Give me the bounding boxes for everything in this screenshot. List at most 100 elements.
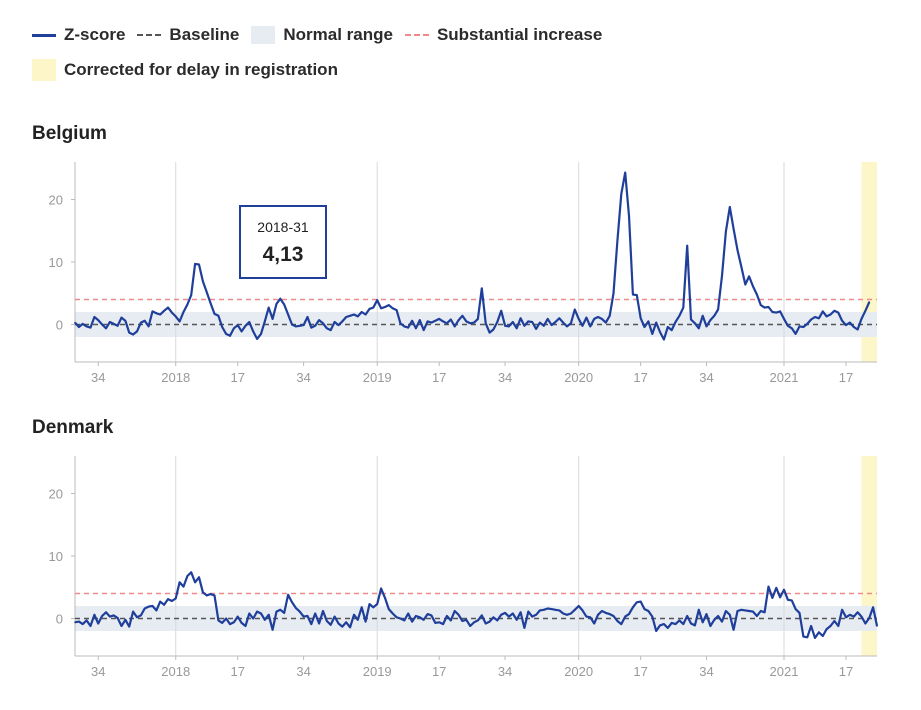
zscore-point [558, 609, 561, 612]
zscore-point [461, 314, 464, 317]
zscore-point [275, 610, 278, 613]
zscore-point [837, 311, 840, 314]
legend-substantial-increase[interactable]: Substantial increase [404, 25, 602, 45]
zscore-point [236, 615, 239, 618]
zscore-point [244, 324, 247, 327]
zscore-point [845, 324, 847, 326]
zscore-point [628, 214, 630, 217]
zscore-point [93, 613, 96, 616]
zscore-point [539, 609, 541, 612]
zscore-point [85, 619, 88, 622]
zscore-point [376, 603, 379, 605]
zscore-point [620, 193, 623, 195]
legend-normal-range-label: Normal range [283, 25, 393, 44]
zscore-point [267, 306, 270, 309]
zscore-point [852, 326, 855, 328]
zscore-point [469, 322, 471, 325]
zscore-point [690, 318, 692, 321]
zscore-point [515, 618, 518, 621]
legend-row-2: Corrected for delay in registration [32, 57, 912, 83]
zscore-point [298, 610, 301, 613]
zscore-point [593, 622, 595, 625]
zscore-point [794, 608, 797, 610]
zscore-point [380, 587, 382, 590]
zscore-line-icon [32, 33, 56, 37]
zscore-point [314, 324, 317, 327]
zscore-point [620, 623, 623, 625]
zscore-point [666, 326, 669, 328]
zscore-point [717, 308, 719, 311]
zscore-point [601, 610, 603, 612]
zscore-point [453, 610, 456, 612]
zscore-point [116, 617, 119, 619]
zscore-point [473, 621, 475, 624]
zscore-point [678, 314, 681, 317]
belgium-chart[interactable]: 0 10 20 34 2018 17 34 2019 17 34 2020 17 34 2021 17 [0, 162, 921, 392]
zscore-point [194, 263, 196, 265]
zscore-point [643, 326, 646, 328]
zscore-point [411, 319, 413, 322]
zscore-point [504, 612, 506, 614]
zscore-point [678, 619, 681, 622]
legend-normal-range[interactable]: Normal range [251, 25, 393, 45]
zscore-point [264, 320, 266, 323]
zscore-point [147, 325, 150, 328]
legend-baseline-label: Baseline [169, 25, 240, 44]
zscore-point [306, 615, 309, 617]
y-tick-label: 10 [49, 549, 63, 564]
zscore-point [426, 613, 429, 615]
zscore-point [504, 324, 506, 327]
x-tick-label: 17 [230, 664, 244, 679]
zscore-point [756, 615, 758, 617]
zscore-point [539, 321, 541, 324]
zscore-point [825, 628, 828, 630]
zscore-point [109, 615, 111, 618]
zscore-point [810, 625, 812, 627]
zscore-point [310, 623, 313, 625]
legend-corrected[interactable]: Corrected for delay in registration [32, 59, 338, 81]
zscore-point [213, 313, 216, 315]
zscore-point [523, 324, 526, 327]
zscore-point [353, 613, 355, 616]
denmark-chart[interactable]: 0 10 20 34 2018 17 34 2019 17 34 2020 17 34 2021 17 [0, 456, 921, 686]
zscore-point [345, 316, 348, 318]
zscore-point [484, 622, 487, 625]
zscore-point [306, 316, 309, 318]
zscore-point [577, 318, 580, 320]
zscore-point [190, 571, 193, 574]
zscore-point [291, 323, 293, 326]
zscore-point [740, 266, 743, 268]
zscore-point [128, 625, 131, 628]
x-tick-label: 17 [633, 664, 647, 679]
zscore-point [422, 618, 425, 621]
zscore-point [302, 324, 305, 326]
zscore-point [608, 314, 611, 317]
zscore-point [651, 615, 654, 618]
y-tick-label: 0 [56, 318, 63, 333]
zscore-point [388, 608, 390, 610]
zscore-point [341, 625, 344, 628]
zscore-point [523, 627, 526, 629]
x-tick-label: 2021 [770, 664, 799, 679]
zscore-point [593, 318, 595, 320]
zscore-point [585, 615, 588, 618]
legend-baseline[interactable]: Baseline [137, 25, 239, 45]
zscore-point [690, 622, 692, 625]
zscore-point [81, 623, 84, 625]
zscore-point [752, 285, 754, 288]
zscore-point [136, 616, 138, 619]
zscore-point [256, 610, 258, 613]
zscore-point [395, 309, 398, 311]
legend-zscore[interactable]: Z-score [32, 25, 125, 45]
zscore-point [105, 611, 107, 614]
zscore-point [209, 302, 212, 305]
zscore-point [488, 620, 491, 623]
zscore-point [740, 608, 743, 611]
zscore-point [89, 326, 92, 329]
zscore-point [217, 619, 220, 622]
zscore-point [132, 610, 134, 613]
zscore-point [775, 587, 778, 589]
zscore-point [225, 617, 227, 620]
zscore-point [457, 613, 460, 616]
zscore-point [481, 614, 483, 617]
